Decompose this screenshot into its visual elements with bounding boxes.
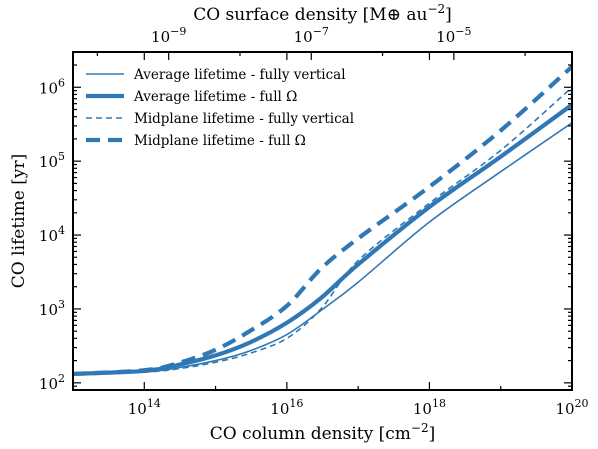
- y-tick-label: 105: [39, 150, 65, 171]
- tick-labels-layer: 1014 1016 1018 1020 102 103 104 105 106 10−9 10−7 1…: [39, 25, 589, 418]
- legend-label-2: Average lifetime - full Ω: [133, 89, 297, 105]
- series-layer: [73, 65, 572, 377]
- legend-label-1: Average lifetime - fully vertical: [133, 67, 346, 83]
- legend: Average lifetime - fully vertical Average…: [86, 67, 354, 149]
- series-line-3: [73, 86, 572, 375]
- ticks-layer: [72, 51, 573, 391]
- series-line-1: [73, 122, 572, 375]
- series-line-4: [73, 65, 572, 377]
- y-tick-label: 104: [39, 224, 65, 245]
- x-tick-label: 1016: [270, 397, 303, 418]
- y-tick-label: 103: [39, 298, 65, 319]
- y-tick-label: 106: [39, 76, 65, 97]
- y-axis-label: CO lifetime [yr]: [9, 154, 29, 288]
- y-tick-label: 102: [39, 372, 65, 393]
- legend-label-4: Midplane lifetime - full Ω: [134, 133, 306, 149]
- x-tick-label: 1014: [128, 397, 161, 418]
- top-tick-label: 10−9: [151, 25, 186, 46]
- x-axis-label: CO column density [cm−2]: [210, 421, 435, 444]
- x-tick-label: 1020: [555, 397, 588, 418]
- legend-label-3: Midplane lifetime - fully vertical: [134, 111, 354, 127]
- x-tick-label: 1018: [413, 397, 446, 418]
- top-axis-label: CO surface density [M⊕ au−2]: [193, 2, 452, 25]
- top-tick-label: 10−7: [294, 25, 329, 46]
- plot-frame: [72, 51, 573, 391]
- top-tick-label: 10−5: [436, 25, 471, 46]
